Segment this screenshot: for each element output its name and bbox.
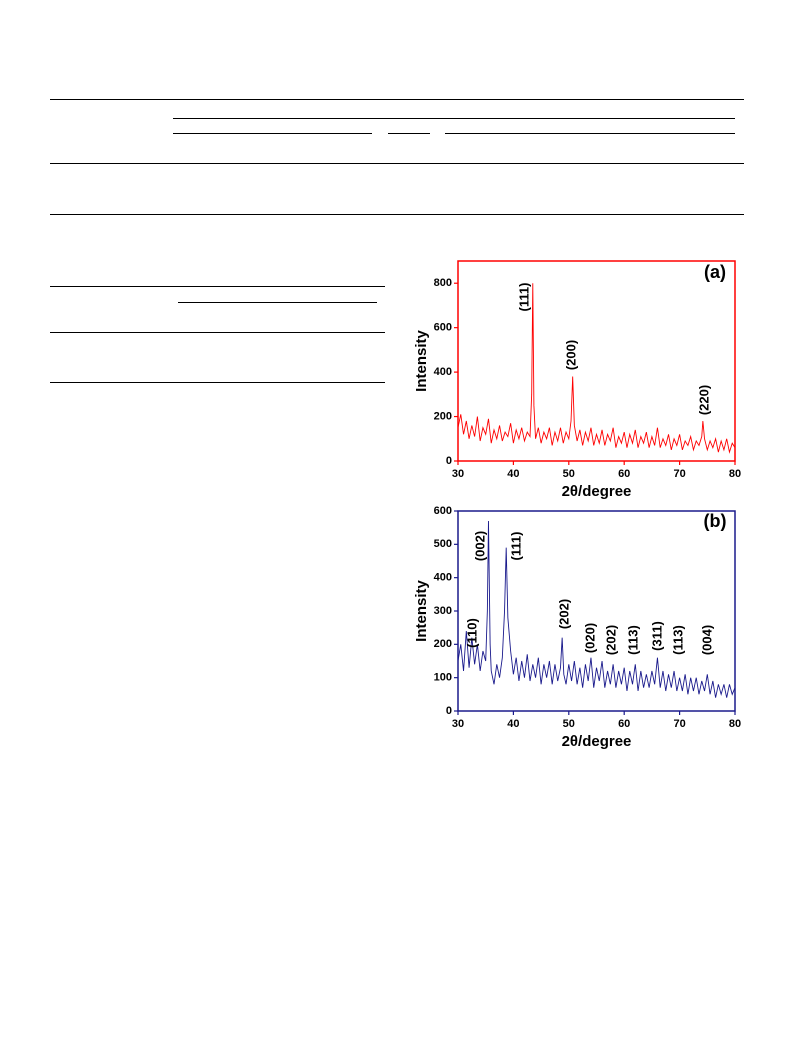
- x-tick-label: 60: [618, 468, 630, 480]
- y-tick-label: 100: [434, 672, 452, 684]
- x-tick-label: 40: [507, 468, 519, 480]
- peak-label: (200): [563, 340, 578, 370]
- x-tick-label: 30: [452, 718, 464, 730]
- x-tick-label: 60: [618, 718, 630, 730]
- peak-label: (004): [699, 625, 714, 655]
- x-tick-label: 50: [563, 468, 575, 480]
- panel-label: (b): [704, 511, 727, 531]
- x-tick-label: 40: [507, 718, 519, 730]
- y-tick-label: 0: [446, 455, 452, 467]
- peak-label: (110): [464, 618, 479, 648]
- peak-label: (113): [625, 625, 640, 655]
- xrd-chart: 30 40 50 60 70 80 0 100 200 300 400 500 600 2θ/degree…: [413, 505, 741, 750]
- y-tick-label: 800: [434, 277, 452, 289]
- data-line: [457, 520, 736, 698]
- x-tick-label: 80: [729, 468, 741, 480]
- x-axis-label: 2θ/degree: [562, 483, 632, 500]
- plot-frame: [457, 510, 736, 712]
- y-tick-label: 200: [434, 410, 452, 422]
- peak-label: (002): [472, 531, 487, 561]
- x-tick-label: 80: [729, 718, 741, 730]
- y-axis-label: Intensity: [413, 580, 430, 642]
- y-tick-label: 200: [434, 638, 452, 650]
- peak-label: (111): [508, 532, 523, 561]
- y-tick-label: 400: [434, 366, 452, 378]
- y-tick-label: 600: [434, 322, 452, 334]
- x-axis-label: 2θ/degree: [562, 733, 632, 750]
- peak-label: (111): [516, 283, 531, 312]
- x-tick-label: 70: [673, 718, 685, 730]
- panel-label: (a): [704, 262, 726, 282]
- xrd-chart: 30 40 50 60 70 8002004006008002θ/degreeIntens…: [413, 260, 741, 500]
- x-tick-label: 30: [452, 468, 464, 480]
- peak-label: (202): [603, 625, 618, 655]
- y-tick-label: 600: [434, 505, 452, 517]
- y-tick-label: 500: [434, 538, 452, 550]
- peak-label: (202): [556, 599, 571, 629]
- table-rules: [50, 99, 744, 383]
- plot-frame: [457, 260, 736, 462]
- y-axis-label: Intensity: [413, 330, 430, 392]
- x-tick-label: 50: [563, 718, 575, 730]
- y-tick-label: 300: [434, 605, 452, 617]
- peak-label: (220): [696, 385, 711, 415]
- x-tick-label: 70: [673, 468, 685, 480]
- y-tick-label: 0: [446, 705, 452, 717]
- data-line: [457, 283, 736, 454]
- peak-label: (113): [670, 625, 685, 655]
- peak-label: (311): [649, 621, 664, 651]
- peak-label: (020): [582, 623, 597, 653]
- y-tick-label: 400: [434, 572, 452, 584]
